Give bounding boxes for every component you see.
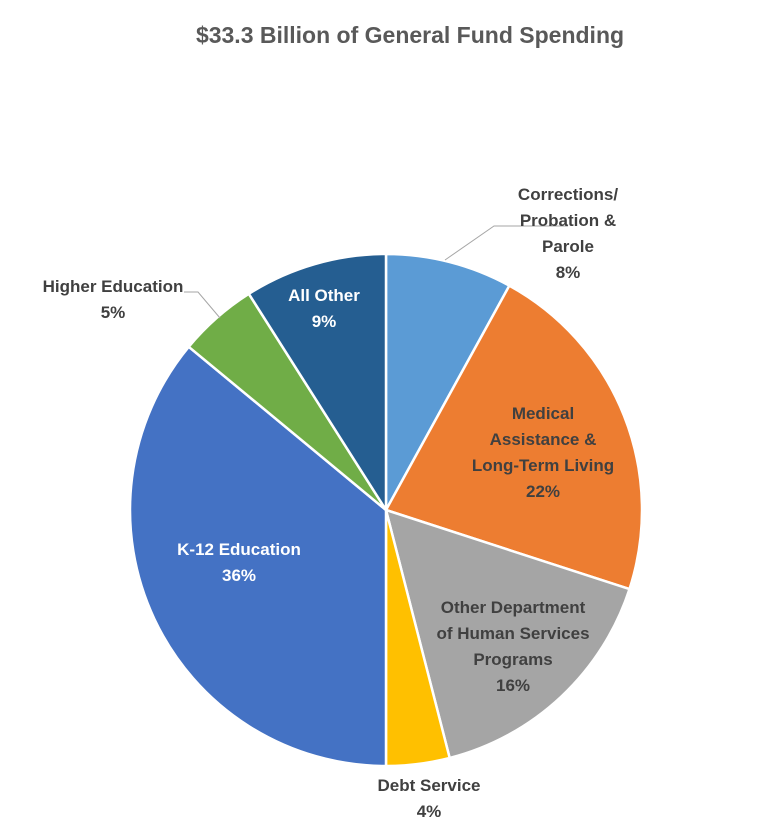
pie-slice-other-department-of-human-services-programs — [384, 508, 632, 760]
slice-name-label: Long-Term Living — [472, 456, 614, 475]
slice-name-label: Programs — [473, 650, 552, 669]
slice-percent-label: 22% — [526, 482, 560, 501]
pie-slice-all-other — [247, 252, 388, 515]
pie-slice-corrections-probation-parole — [384, 252, 512, 511]
slice-percent-label: 4% — [417, 802, 442, 821]
slice-name-label: Parole — [542, 237, 594, 256]
slice-label: Other Department of Human Services Program… — [436, 598, 589, 695]
slice-name-label: K-12 Education — [177, 540, 301, 559]
slice-label: All Other 9% — [288, 286, 360, 331]
slice-label: Medical Assistance & Long-Term Living 22% — [472, 404, 614, 501]
slice-percent-label: 8% — [556, 263, 581, 282]
slice-label: Debt Service 4% — [378, 776, 481, 821]
slice-label: Corrections/Probation & Parole 8% — [518, 185, 618, 282]
slice-name-label: of Human Services — [436, 624, 589, 643]
pie-slice-medical-assistance-long-term-living — [384, 283, 644, 591]
leader-line — [184, 291, 221, 319]
slice-name-label: Debt Service — [378, 776, 481, 795]
slice-name-label: Corrections/ — [518, 185, 618, 204]
slice-name-label: Higher Education — [43, 277, 184, 296]
slice-percent-label: 16% — [496, 676, 530, 695]
slice-percent-label: 5% — [101, 303, 126, 322]
slice-name-label: Other Department — [441, 598, 586, 617]
slice-percent-label: 36% — [222, 566, 256, 585]
leader-line — [444, 225, 568, 261]
slice-name-label: Medical — [512, 404, 574, 423]
slice-name-label: Assistance & — [490, 430, 597, 449]
slice-label: K-12 Education 36% — [177, 540, 301, 585]
slice-label: Higher Education 5% — [43, 277, 184, 322]
pie-slice-k-12-education — [128, 345, 388, 768]
chart-title: $33.3 Billion of General Fund Spending — [195, 22, 625, 48]
slice-name-label: Probation & — [520, 211, 616, 230]
slice-name-label: All Other — [288, 286, 360, 305]
slice-percent-label: 9% — [312, 312, 337, 331]
